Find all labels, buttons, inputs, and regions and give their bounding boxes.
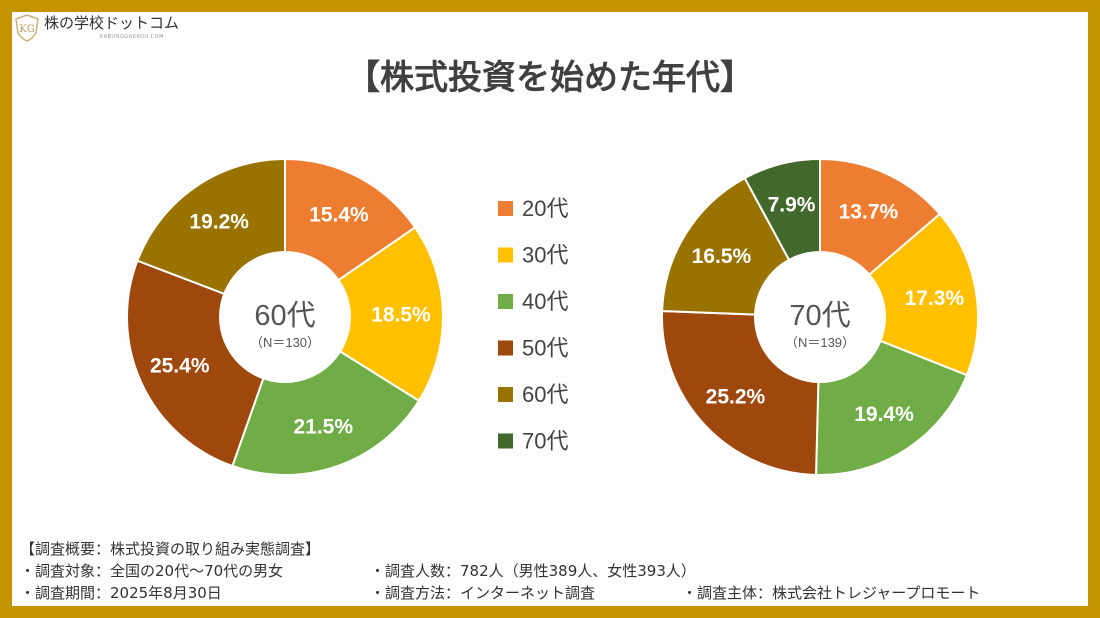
- notes-count: ・調査人数：782人（男性389人、女性393人）: [370, 562, 696, 580]
- legend-label: 40代: [522, 289, 568, 314]
- data-label: 7.9%: [768, 194, 816, 217]
- notes-period: ・調査期間：2025年8月30日: [20, 584, 222, 602]
- donut-chart-70s: 13.7% 17.3% 19.4% 25.2% 16.5% 7.9% 70代 （N＝139）: [661, 157, 979, 476]
- data-label: 16.5%: [692, 245, 752, 268]
- data-label: 13.7%: [839, 201, 899, 224]
- donut-hole: [754, 251, 886, 383]
- data-label: 21.5%: [293, 416, 353, 439]
- slice-30代: [283, 225, 444, 403]
- center-label: 70代: [789, 300, 850, 332]
- notes-sponsor: ・調査主体：株式会社トレジャープロモート: [682, 584, 981, 602]
- legend-swatch: [498, 387, 513, 402]
- shield-logo-icon: KG: [15, 14, 39, 42]
- notes-heading: 【調査概要：株式投資の取り組み実態調査】: [20, 540, 321, 558]
- data-label: 25.2%: [706, 385, 766, 408]
- data-label: 18.5%: [371, 303, 431, 326]
- data-label: 17.3%: [905, 287, 965, 310]
- legend-label: 60代: [522, 382, 568, 407]
- notes-method: ・調査方法：インターネット調査: [370, 584, 596, 602]
- logo: KG 株の学校ドットコム: [14, 14, 179, 42]
- svg-text:KG: KG: [19, 24, 34, 35]
- data-label: 15.4%: [309, 203, 369, 226]
- slice-30代: [818, 212, 979, 377]
- center-sample-size: （N＝130）: [250, 335, 320, 350]
- donut-chart-60s: 15.4% 18.5% 21.5% 25.4% 19.2% 60代 （N＝130）: [126, 157, 444, 476]
- legend-swatch: [498, 340, 513, 356]
- data-label: 19.4%: [854, 403, 914, 426]
- data-label: 25.4%: [150, 355, 210, 378]
- logo-text: 株の学校ドットコム: [44, 14, 180, 32]
- legend-label: 70代: [522, 429, 568, 454]
- donut-hole: [219, 251, 351, 383]
- center-sample-size: （N＝139）: [785, 335, 855, 350]
- legend-label: 30代: [522, 243, 568, 268]
- legend-swatch: [498, 294, 513, 309]
- logo-subtext: KABUNOGAKKOU.COM: [100, 34, 164, 40]
- notes-target: ・調査対象：全国の20代～70代の男女: [20, 562, 284, 580]
- data-label: 19.2%: [189, 210, 249, 233]
- legend-label: 50代: [522, 336, 568, 361]
- center-label: 60代: [254, 300, 315, 332]
- survey-notes: 【調査概要：株式投資の取り組み実態調査】 ・調査対象：全国の20代～70代の男女…: [20, 538, 980, 604]
- legend-swatch: [498, 433, 513, 449]
- legend-swatch: [498, 247, 513, 263]
- legend-label: 20代: [522, 196, 568, 221]
- legend-swatch: [498, 201, 513, 216]
- chart-title: 【株式投資を始めた年代】: [346, 58, 754, 98]
- legend: 20代 30代 40代 50代 60代 70代: [498, 196, 568, 454]
